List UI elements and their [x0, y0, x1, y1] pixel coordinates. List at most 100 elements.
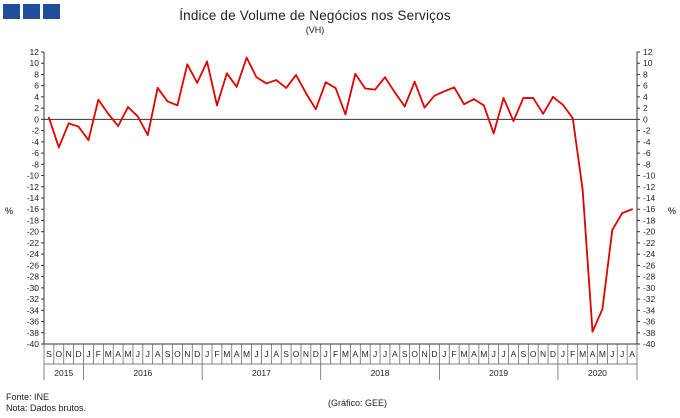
data-point [364, 87, 367, 90]
footer-source: Fonte: INE [6, 392, 50, 402]
y-tick-label: -2 [31, 126, 39, 136]
x-tick-label: A [273, 349, 279, 359]
y-tick-label: -28 [643, 272, 656, 282]
data-point [393, 91, 396, 94]
x-tick-label: M [223, 349, 230, 359]
data-point [374, 88, 376, 91]
data-point [67, 122, 70, 125]
x-tick-label: D [313, 349, 319, 359]
chart-subtitle: (VH) [305, 25, 325, 35]
x-tick-label: J [264, 349, 268, 359]
footer-note: Nota: Dados brutos. [6, 403, 87, 413]
y-tick-label: -4 [31, 137, 39, 147]
logo [3, 4, 60, 19]
y-axis-right: 121086420-2-4-6-8-10-12-14-16-18-20-22-2… [637, 47, 656, 349]
x-tick-label: O [56, 349, 63, 359]
data-point [117, 125, 120, 128]
x-tick-label: A [392, 349, 398, 359]
data-point [492, 132, 495, 135]
y-tick-label: -34 [643, 305, 656, 315]
y-tick-label: 6 [34, 81, 39, 91]
data-point [245, 56, 248, 59]
data-point [156, 87, 159, 89]
x-year-label: 2015 [54, 368, 73, 378]
data-point [473, 98, 475, 101]
x-tick-label: N [303, 349, 309, 359]
data-point [463, 103, 465, 106]
y-tick-label: 12 [643, 47, 653, 57]
x-tick-label: D [194, 349, 200, 359]
y-tick-label: 2 [34, 103, 39, 113]
x-tick-label: D [76, 349, 82, 359]
y-tick-label: -30 [643, 283, 656, 293]
data-point [206, 60, 208, 63]
y-tick-label: -38 [643, 328, 656, 338]
y-tick-label: -4 [643, 137, 651, 147]
x-tick-label: A [511, 349, 517, 359]
y-tick-label: -22 [27, 238, 40, 248]
data-point [186, 63, 189, 66]
x-tick-label: S [283, 349, 289, 359]
y-tick-label: -10 [643, 171, 656, 181]
data-point [87, 139, 90, 142]
y-tick-label: -12 [643, 182, 656, 192]
x-tick-label: O [411, 349, 418, 359]
y-tick-label: -26 [643, 260, 656, 270]
x-tick-label: A [234, 349, 240, 359]
y-tick-label: 0 [643, 114, 648, 124]
data-point [285, 87, 288, 89]
y-tick-label: -20 [643, 227, 656, 237]
data-point [542, 112, 545, 115]
data-point [314, 108, 317, 111]
data-point [482, 104, 485, 107]
data-point [334, 87, 337, 89]
data-point [512, 120, 515, 122]
x-tick-label: A [352, 349, 358, 359]
x-tick-label: O [530, 349, 537, 359]
x-tick-label: S [46, 349, 52, 359]
data-point [225, 72, 228, 75]
x-year-label: 2017 [252, 368, 271, 378]
y-tick-label: 4 [34, 92, 39, 102]
data-point [413, 80, 416, 83]
logo-block [43, 4, 60, 19]
y-tick-label: -32 [27, 294, 40, 304]
x-tick-label: N [66, 349, 72, 359]
x-tick-label: F [333, 349, 338, 359]
x-tick-label: S [521, 349, 527, 359]
x-tick-label: M [599, 349, 606, 359]
x-tick-label: F [214, 349, 219, 359]
data-point [443, 90, 446, 93]
y-tick-label: -8 [31, 159, 39, 169]
x-tick-label: J [136, 349, 140, 359]
x-tick-label: O [174, 349, 181, 359]
x-tick-label: J [610, 349, 614, 359]
data-point [502, 97, 505, 99]
x-tick-label: J [86, 349, 90, 359]
x-tick-label: S [165, 349, 171, 359]
y-tick-label: -16 [27, 204, 40, 214]
x-year-label: 2019 [489, 368, 508, 378]
y-tick-label: -10 [27, 171, 40, 181]
x-tick-label: J [442, 349, 446, 359]
x-tick-label: J [561, 349, 565, 359]
data-point [571, 117, 574, 120]
y-tick-label: 0 [34, 114, 39, 124]
data-point [423, 106, 426, 109]
x-tick-label: J [324, 349, 328, 359]
logo-block [3, 4, 20, 19]
data-point [166, 100, 169, 103]
y-tick-label: 4 [643, 92, 648, 102]
y-tick-label: -16 [643, 204, 656, 214]
x-tick-label: J [205, 349, 209, 359]
x-tick-label: M [579, 349, 586, 359]
x-tick-label: A [629, 349, 635, 359]
y-tick-label: 8 [34, 69, 39, 79]
data-point [235, 85, 238, 88]
y-tick-label: -6 [31, 148, 39, 158]
logo-block [23, 4, 40, 19]
data-point [621, 212, 624, 215]
data-point [196, 81, 199, 84]
